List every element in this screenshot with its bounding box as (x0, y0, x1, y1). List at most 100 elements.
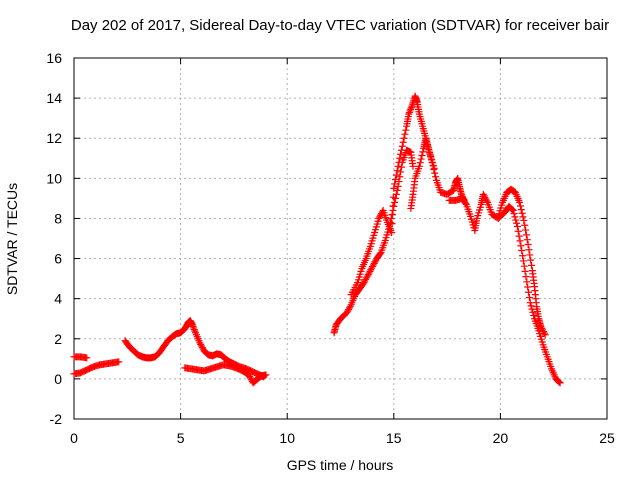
data-point (393, 167, 401, 175)
data-point (479, 190, 487, 198)
data-point (360, 279, 368, 287)
data-point (516, 237, 524, 245)
data-point (399, 138, 407, 146)
data-point (115, 358, 123, 366)
data-point (371, 258, 379, 266)
data-point (513, 219, 521, 227)
data-point (190, 326, 198, 334)
data-point (511, 213, 519, 221)
y-tick-label: 12 (46, 130, 62, 146)
data-point (518, 247, 526, 255)
data-point (407, 105, 415, 113)
data-point (526, 299, 534, 307)
data-point (482, 195, 490, 203)
data-point (554, 377, 562, 385)
data-series (70, 353, 91, 362)
data-point (527, 302, 535, 310)
data-point (480, 192, 488, 200)
data-point (198, 344, 206, 352)
data-point (376, 250, 384, 258)
data-point (368, 264, 376, 272)
data-point (525, 246, 533, 254)
data-point (524, 241, 532, 249)
data-point (522, 231, 530, 239)
data-point (395, 158, 403, 166)
data-point (415, 162, 423, 170)
data-series (347, 92, 438, 299)
data-point (522, 273, 530, 281)
data-point (539, 326, 547, 334)
data-point (527, 256, 535, 264)
data-point (523, 236, 531, 244)
data-point (396, 173, 404, 181)
data-point (392, 176, 400, 184)
data-point (397, 168, 405, 176)
data-point (517, 242, 525, 250)
data-point (364, 271, 372, 279)
data-point (363, 272, 371, 280)
y-tick-label: 14 (46, 90, 62, 106)
data-point (510, 210, 518, 218)
data-point (388, 228, 396, 236)
data-point (481, 194, 489, 202)
x-tick-label: 10 (279, 430, 295, 446)
data-point (520, 262, 528, 270)
gridlines (74, 58, 607, 419)
data-point (507, 205, 515, 213)
plot-frame (73, 57, 608, 420)
data-point (401, 130, 409, 138)
data-point (514, 227, 522, 235)
data-point (430, 166, 438, 174)
data-point (419, 148, 427, 156)
y-tick-label: -2 (50, 411, 63, 427)
data-point (343, 309, 351, 317)
data-series (181, 361, 270, 387)
data-point (390, 184, 398, 192)
data-point (515, 232, 523, 240)
data-point (540, 329, 548, 337)
chart-title: Day 202 of 2017, Sidereal Day-to-day VTE… (71, 17, 609, 34)
data-point (391, 180, 399, 188)
data-point (389, 202, 397, 210)
data-point (368, 263, 376, 271)
data-point (520, 216, 528, 224)
data-point (512, 216, 520, 224)
data-point (262, 371, 270, 379)
data-point (483, 197, 491, 205)
data-point (389, 193, 397, 201)
data-point (426, 152, 434, 160)
data-point (189, 322, 197, 330)
data-point (400, 134, 408, 142)
data-point (389, 211, 397, 219)
data-point (344, 307, 352, 315)
data-series (70, 358, 123, 378)
data-point (519, 252, 527, 260)
y-tick-labels: -2 0 2 4 6 8 10 12 14 16 (46, 50, 62, 427)
data-point (518, 209, 526, 217)
data-point (521, 267, 529, 275)
data-point (525, 288, 533, 296)
y-tick-label: 4 (54, 291, 62, 307)
data-point (190, 324, 198, 332)
data-point (509, 206, 517, 214)
x-tick-label: 25 (599, 430, 615, 446)
data-point (397, 146, 405, 154)
data-point (426, 149, 434, 157)
data-point (369, 261, 377, 269)
data-series (330, 146, 417, 337)
data-point (556, 379, 564, 387)
x-tick-label: 0 (70, 430, 78, 446)
data-series (445, 190, 564, 387)
y-tick-label: 6 (54, 251, 62, 267)
data-point (516, 202, 524, 210)
data-point (392, 171, 400, 179)
data-point (416, 159, 424, 167)
data-point (188, 321, 196, 329)
data-point (346, 302, 354, 310)
data-point (83, 354, 91, 362)
data-point (394, 162, 402, 170)
axis-ticks (73, 57, 608, 420)
data-point (539, 328, 547, 336)
data-point (402, 126, 410, 134)
